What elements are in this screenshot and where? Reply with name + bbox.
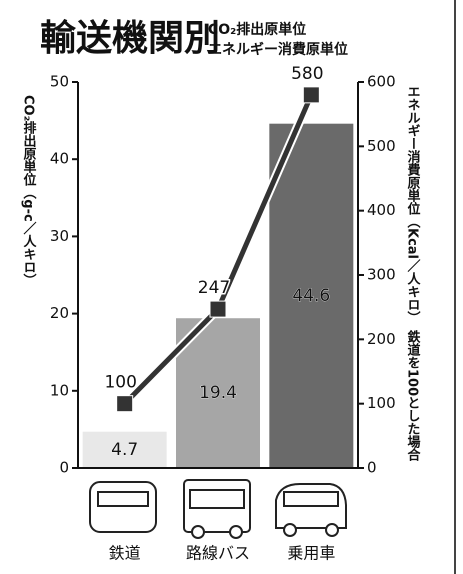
car-wheel [283,523,297,537]
chart-subtitle: CO₂排出原単位 [208,21,306,38]
line-marker [116,395,134,413]
chart-title: 輸送機関別 [40,18,220,59]
car-wheel [325,523,339,537]
y2-tick-label: 100 [367,394,396,412]
y-tick-label: 50 [50,73,69,91]
y2-tick-label: 300 [367,266,396,284]
bar [269,123,354,469]
chart-subtitle: エネルギー消費原単位 [208,41,348,58]
bus-wheel [191,525,205,539]
line-marker [209,300,227,318]
bar [82,431,167,468]
car-window [283,491,339,507]
y2-tick-label: 0 [367,459,377,477]
line-value-label: 100 [104,373,136,393]
y-tick-label: 30 [50,227,69,245]
y2-axis-note: 鉄道を100とした場合 [405,329,421,462]
bar-value-label: 44.6 [292,286,330,306]
icons [89,479,347,539]
y2-tick-label: 600 [367,73,396,91]
x-tick-label: 鉄道 [109,544,141,563]
line-value-label: 247 [198,278,230,298]
y2-tick-label: 200 [367,330,396,348]
bar-value-label: 4.7 [111,440,138,460]
line-marker [302,86,320,104]
y-tick-label: 20 [50,304,69,322]
y-axis-label: CO₂排出原単位（g-c／人キロ） [21,95,38,287]
y2-axis-label: エネルギー消費原単位（Kcal／人キロ） [405,85,422,324]
y2-tick-label: 500 [367,137,396,155]
bus-wheel [229,525,243,539]
x-tick-label: 乗用車 [287,544,335,563]
y-tick-label: 0 [59,459,69,477]
bar-value-label: 19.4 [199,383,237,403]
bus-window [189,489,245,509]
y-tick-label: 40 [50,150,69,168]
y-tick-label: 10 [50,381,69,399]
train-window [97,491,149,507]
y2-tick-label: 400 [367,201,396,219]
line-value-label: 580 [291,64,323,84]
x-tick-label: 路線バス [186,544,250,563]
